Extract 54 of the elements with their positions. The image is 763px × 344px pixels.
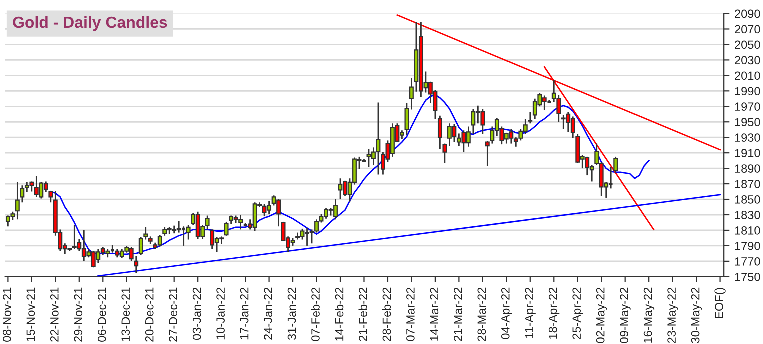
x-tick-label: 04-Apr-22 — [501, 288, 512, 340]
y-tick-label: 1770 — [735, 257, 760, 266]
y-tick-label: 1830 — [735, 211, 760, 220]
y-tick-label: 2070 — [735, 25, 760, 34]
x-tick-label: 30-May-22 — [691, 288, 702, 344]
x-tick-label: 22-Nov-21 — [50, 288, 59, 342]
y-tick-label: 1950 — [735, 118, 760, 127]
chart-title: Gold - Daily Candles — [13, 16, 168, 32]
x-tick-label: 07-Mar-22 — [406, 288, 415, 342]
candlestick — [404, 102, 410, 136]
x-tick-label: 29-Nov-21 — [74, 288, 83, 342]
y-tick-label: 2030 — [735, 56, 760, 65]
y-tick-label: 1970 — [735, 102, 760, 112]
x-tick-label: 23-May-22 — [668, 288, 678, 344]
x-tick-label: 14-Feb-22 — [335, 288, 344, 341]
y-tick-label: 1910 — [735, 149, 760, 158]
x-tick-label: 18-Apr-22 — [548, 288, 560, 339]
y-tick-label: 2050 — [735, 40, 760, 50]
x-tick-label: 06-Dec-21 — [98, 288, 106, 342]
y-tick-label: 1930 — [735, 134, 760, 142]
x-tick-label: 31-Jan-22 — [288, 288, 296, 340]
x-tick-label: 17-Jan-22 — [240, 288, 249, 340]
x-tick-label: 02-May-22 — [596, 288, 608, 344]
x-tick-label: 16-May-22 — [644, 288, 655, 343]
y-tick-label: 1790 — [735, 242, 760, 250]
x-tick-label: 20-Dec-21 — [145, 288, 154, 342]
y-tick-label: 1850 — [735, 196, 760, 204]
y-tick-label: 1890 — [735, 164, 760, 173]
x-tick-label: 21-Mar-22 — [454, 288, 462, 342]
x-tick-label: 03-Jan-22 — [192, 288, 202, 340]
x-tick-label: 14-Mar-22 — [430, 288, 439, 341]
y-tick-label: 2010 — [735, 72, 760, 80]
x-tick-label: 09-May-22 — [620, 288, 631, 344]
x-tick-label: 07-Feb-22 — [311, 288, 320, 342]
y-tick-label: 2090 — [735, 10, 760, 18]
x-tick-label: 15-Nov-21 — [26, 288, 36, 342]
x-tick-label: 27-Dec-21 — [169, 288, 178, 342]
candlestick — [376, 102, 381, 176]
x-tick-label: 24-Jan-22 — [264, 288, 272, 340]
x-tick-label: 08-Nov-21 — [3, 288, 12, 342]
candlestick — [224, 221, 229, 237]
x-tick-label: 21-Feb-22 — [358, 288, 368, 342]
y-tick-label: 1750 — [735, 272, 760, 282]
x-tick-label: 28-Feb-22 — [382, 288, 392, 342]
x-tick-label: EOF() — [714, 288, 726, 318]
y-tick-label: 1870 — [735, 180, 760, 188]
y-tick-label: 1810 — [735, 226, 760, 235]
x-tick-label: 25-Apr-22 — [572, 288, 584, 340]
y-tick-label: 1990 — [735, 87, 760, 96]
x-tick-label: 13-Dec-21 — [122, 288, 130, 342]
x-tick-label: 10-Jan-22 — [216, 288, 225, 340]
x-tick-label: 28-Mar-22 — [478, 288, 486, 342]
candlestick — [186, 224, 191, 240]
x-tick-label: 11-Apr-22 — [525, 288, 536, 338]
